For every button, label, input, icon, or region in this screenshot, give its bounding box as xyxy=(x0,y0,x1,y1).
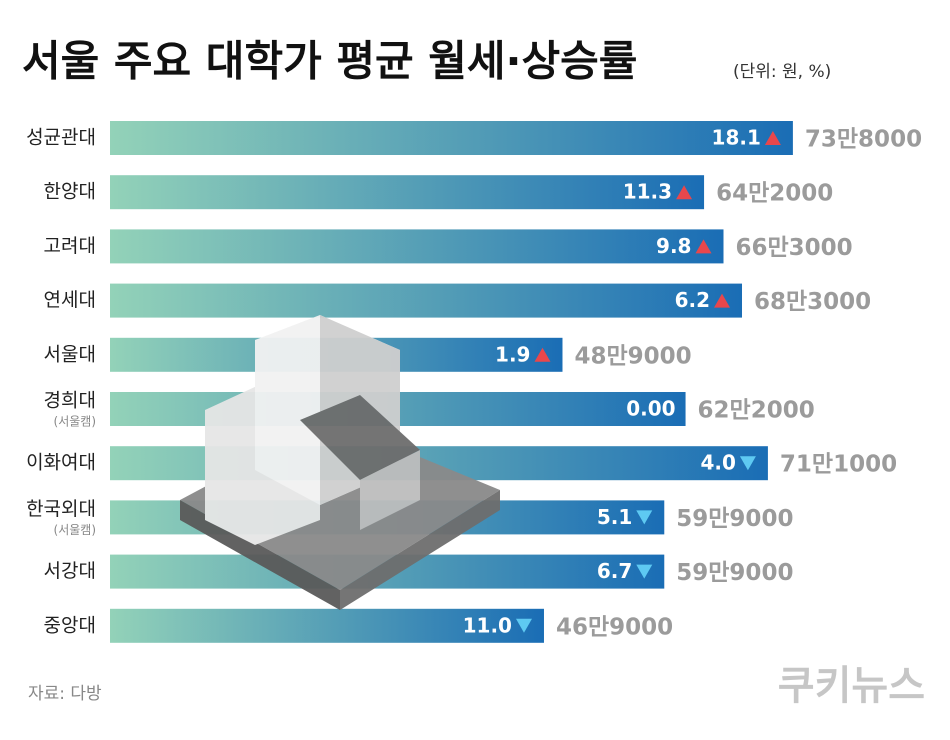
change-label: 5.1 xyxy=(597,505,632,529)
unit-note: (단위: 원, %) xyxy=(733,62,831,82)
down-arrow xyxy=(739,456,756,471)
change-label: 11.0 xyxy=(463,613,512,637)
plot: 성균관대 18.1 73만8000 한양대 11.3 64만2000 고려대 9.8 66만30… xyxy=(26,121,922,643)
up-arrow xyxy=(534,347,551,362)
value-label: 48만9000 xyxy=(574,343,691,369)
change-label: 11.3 xyxy=(623,180,672,204)
category-label: 중앙대 xyxy=(44,614,96,636)
up-arrow xyxy=(764,131,781,145)
category-label: 한양대 xyxy=(44,181,96,203)
up-arrow xyxy=(695,239,712,254)
change-label: 6.2 xyxy=(675,288,710,312)
value-label: 59만9000 xyxy=(676,506,793,532)
category-label: 한국외대 xyxy=(26,498,96,520)
category-label: 연세대 xyxy=(44,289,96,311)
bar xyxy=(110,229,724,264)
down-arrow xyxy=(515,618,532,633)
building-illustration xyxy=(180,315,500,610)
source: 자료: 다방 xyxy=(28,684,102,704)
value-label: 64만2000 xyxy=(716,181,833,207)
change-label: 9.8 xyxy=(656,234,691,258)
change-label: 4.0 xyxy=(700,451,735,475)
category-note: (서울캠) xyxy=(54,415,96,429)
value-label: 71만1000 xyxy=(780,452,897,478)
change-label: 1.9 xyxy=(495,342,530,366)
category-label: 서강대 xyxy=(44,560,96,582)
value-label: 59만9000 xyxy=(676,560,793,586)
up-arrow xyxy=(676,185,693,200)
value-label: 66만3000 xyxy=(735,235,852,261)
bar xyxy=(110,608,544,643)
value-label: 46만9000 xyxy=(556,614,673,640)
category-label: 성균관대 xyxy=(26,127,96,149)
change-label: 0.00 xyxy=(626,397,675,421)
bar xyxy=(110,121,793,155)
change-label: 18.1 xyxy=(712,126,761,150)
category-label: 서울대 xyxy=(44,343,96,365)
bar xyxy=(110,175,705,210)
down-arrow xyxy=(636,510,653,525)
logo: 쿠키뉴스 xyxy=(778,663,925,709)
value-label: 73만8000 xyxy=(805,127,922,153)
value-label: 68만3000 xyxy=(754,289,871,315)
category-label: 경희대 xyxy=(44,390,96,412)
category-label: 고려대 xyxy=(44,235,96,257)
up-arrow xyxy=(714,293,731,308)
bar xyxy=(110,283,743,318)
change-label: 6.7 xyxy=(597,559,632,583)
value-label: 62만2000 xyxy=(698,398,815,424)
category-note: (서울캠) xyxy=(54,523,96,537)
down-arrow xyxy=(636,564,653,579)
chart-title: 서울 주요 대학가 평균 월세·상승률 xyxy=(22,37,637,86)
category-label: 이화여대 xyxy=(26,452,96,474)
